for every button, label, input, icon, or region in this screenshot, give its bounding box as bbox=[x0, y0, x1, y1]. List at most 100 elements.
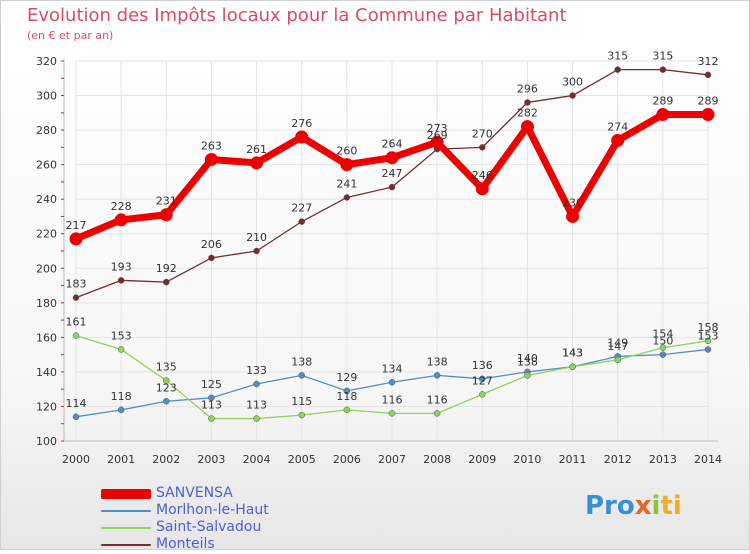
y-tick-label: 220 bbox=[36, 228, 57, 241]
data-label: 147 bbox=[607, 340, 628, 353]
data-label: 125 bbox=[201, 378, 222, 391]
data-point bbox=[343, 406, 351, 414]
data-point bbox=[701, 108, 715, 122]
x-tick-label: 2003 bbox=[197, 453, 225, 466]
data-label: 123 bbox=[156, 381, 177, 394]
data-label: 115 bbox=[291, 395, 312, 408]
data-label: 158 bbox=[698, 321, 719, 334]
legend-label: Morlhon-le-Haut bbox=[156, 502, 269, 518]
data-point bbox=[114, 213, 128, 227]
data-label: 118 bbox=[336, 390, 357, 403]
data-label: 138 bbox=[517, 355, 538, 368]
x-tick-label: 2004 bbox=[243, 453, 271, 466]
data-label: 118 bbox=[111, 390, 132, 403]
data-point bbox=[659, 66, 667, 73]
data-label: 134 bbox=[382, 362, 403, 375]
data-point bbox=[704, 346, 712, 353]
data-point bbox=[163, 377, 170, 384]
data-point bbox=[298, 218, 305, 225]
data-label: 114 bbox=[66, 397, 87, 410]
data-point bbox=[253, 247, 260, 255]
data-label: 192 bbox=[156, 262, 177, 275]
y-tick-label: 300 bbox=[36, 90, 57, 103]
data-point bbox=[566, 209, 580, 223]
data-label: 129 bbox=[336, 371, 357, 384]
data-point bbox=[69, 232, 83, 246]
legend-item-sanvensa: SANVENSA bbox=[101, 485, 361, 503]
data-label: 183 bbox=[66, 278, 87, 291]
y-tick-label: 240 bbox=[36, 193, 57, 206]
legend-item-monteils: Monteils bbox=[101, 536, 361, 554]
data-point bbox=[430, 135, 444, 149]
x-tick-label: 2002 bbox=[152, 453, 180, 466]
data-point bbox=[388, 410, 396, 417]
data-point bbox=[479, 391, 486, 398]
data-label: 217 bbox=[66, 219, 87, 232]
data-point bbox=[72, 332, 80, 339]
data-label: 113 bbox=[246, 399, 267, 412]
data-label: 241 bbox=[336, 177, 357, 190]
data-point bbox=[208, 394, 215, 402]
legend-swatch bbox=[101, 527, 151, 529]
data-label: 247 bbox=[382, 167, 403, 180]
logo-part: ti bbox=[660, 491, 682, 521]
data-point bbox=[385, 151, 399, 165]
data-label: 276 bbox=[291, 117, 312, 130]
data-label: 143 bbox=[562, 347, 583, 360]
data-label: 210 bbox=[246, 231, 267, 244]
data-point bbox=[250, 156, 264, 170]
data-label: 138 bbox=[291, 355, 312, 368]
x-tick-label: 2012 bbox=[604, 453, 632, 466]
data-label: 227 bbox=[291, 202, 312, 215]
y-tick-label: 320 bbox=[36, 55, 57, 68]
data-label: 264 bbox=[382, 138, 403, 151]
data-point bbox=[704, 71, 712, 79]
data-point bbox=[204, 152, 218, 166]
data-point bbox=[704, 337, 712, 345]
data-point bbox=[569, 363, 576, 370]
data-point bbox=[614, 356, 621, 364]
x-tick-label: 2014 bbox=[694, 453, 722, 466]
logo-part: Pro bbox=[585, 491, 635, 521]
chart-legend: SANVENSA Morlhon-le-Haut Saint-Salvadou … bbox=[101, 485, 361, 554]
legend-swatch bbox=[101, 489, 151, 499]
data-label: 153 bbox=[698, 329, 719, 342]
data-point bbox=[208, 254, 215, 262]
legend-label: Saint-Salvadou bbox=[156, 519, 262, 535]
data-label: 136 bbox=[472, 359, 493, 372]
data-label: 228 bbox=[111, 200, 132, 213]
x-tick-label: 2005 bbox=[288, 453, 316, 466]
data-point bbox=[479, 144, 486, 151]
data-label: 193 bbox=[111, 260, 132, 273]
data-label: 133 bbox=[246, 364, 267, 377]
data-label: 260 bbox=[336, 145, 357, 158]
y-tick-label: 280 bbox=[36, 124, 57, 137]
data-label: 270 bbox=[472, 127, 493, 140]
data-label: 138 bbox=[427, 355, 448, 368]
data-point bbox=[659, 344, 667, 351]
x-tick-label: 2010 bbox=[513, 453, 541, 466]
data-point bbox=[340, 158, 354, 172]
data-point bbox=[117, 346, 125, 353]
data-label: 135 bbox=[156, 361, 177, 374]
data-point bbox=[659, 351, 667, 358]
legend-label: SANVENSA bbox=[156, 485, 233, 501]
data-point bbox=[72, 294, 80, 301]
data-label: 153 bbox=[111, 329, 132, 342]
data-label: 312 bbox=[698, 55, 719, 68]
data-point bbox=[433, 410, 441, 417]
x-tick-label: 2001 bbox=[107, 453, 135, 466]
y-tick-label: 160 bbox=[36, 331, 57, 344]
data-point bbox=[614, 66, 621, 73]
data-point bbox=[253, 415, 260, 422]
y-tick-label: 100 bbox=[36, 435, 57, 448]
data-label: 154 bbox=[652, 328, 673, 341]
data-label: 149 bbox=[607, 336, 628, 349]
data-label: 116 bbox=[427, 393, 448, 406]
data-point bbox=[295, 130, 309, 144]
data-label: 296 bbox=[517, 82, 538, 95]
data-point bbox=[208, 415, 215, 422]
data-label: 300 bbox=[562, 76, 583, 89]
x-tick-label: 2009 bbox=[468, 453, 496, 466]
